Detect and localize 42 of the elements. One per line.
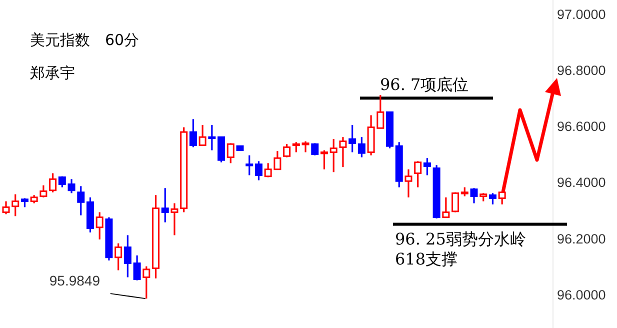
text: 美元指数 60分 <box>30 31 140 49</box>
candlestick <box>311 142 319 156</box>
ref-line-label: 96. 25弱势分水岭 618支撑 <box>395 229 526 268</box>
y-tick-label: 97.0000 <box>557 7 606 22</box>
candlestick <box>142 266 150 300</box>
candlestick <box>49 172 57 194</box>
candlestick <box>442 196 450 218</box>
candlestick <box>254 160 262 182</box>
candlestick <box>498 192 506 206</box>
ref-line-label: 96. 7项底位 <box>380 75 469 94</box>
candlestick <box>198 124 206 147</box>
candlestick <box>320 149 328 170</box>
candlestick <box>68 178 76 194</box>
candlestick <box>114 242 122 272</box>
candlestick <box>414 160 422 188</box>
y-tick-label: 96.2000 <box>557 231 606 246</box>
candlestick <box>423 157 431 176</box>
candlestick <box>488 192 496 206</box>
candlestick <box>170 202 178 236</box>
annotation: 95.9849 <box>49 272 100 289</box>
candlestick <box>302 140 310 154</box>
candlestick <box>283 143 291 158</box>
candlestick <box>161 187 169 224</box>
candlestick <box>218 136 226 164</box>
candlestick <box>189 118 197 148</box>
candlestick <box>226 142 234 164</box>
y-tick-label: 96.8000 <box>557 63 606 78</box>
candlestick <box>208 124 216 152</box>
candlestick <box>133 254 141 282</box>
candlestick <box>246 154 254 176</box>
text: 郑承宇 <box>30 64 75 82</box>
candlestick <box>124 234 132 278</box>
candlestick <box>77 185 85 216</box>
y-tick-label: 96.0000 <box>557 287 606 302</box>
candlestick <box>470 187 478 204</box>
candlestick <box>358 136 366 158</box>
candlestick <box>292 141 300 154</box>
candlestick <box>404 168 412 198</box>
candlestick <box>96 211 104 240</box>
y-tick-label: 96.6000 <box>557 119 606 134</box>
y-tick-label: 96.4000 <box>557 175 606 190</box>
candlestick <box>348 124 356 154</box>
